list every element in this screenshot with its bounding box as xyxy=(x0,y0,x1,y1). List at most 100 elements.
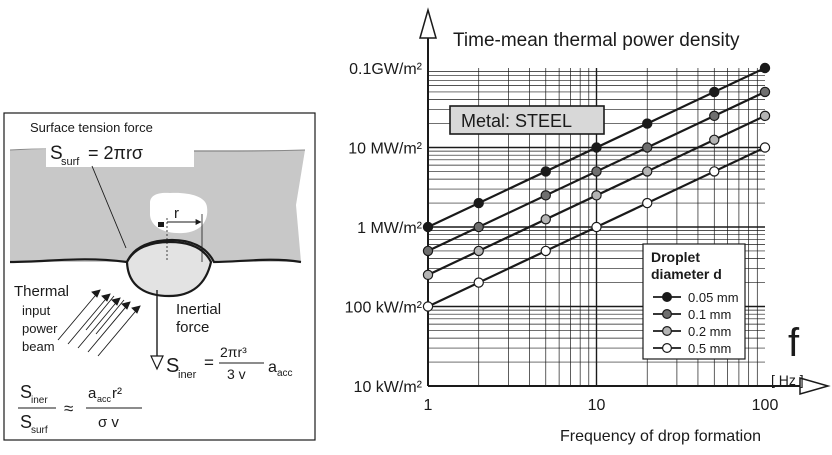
data-point xyxy=(422,301,434,312)
data-point xyxy=(759,110,771,122)
chart-tick-labels: 1 10 100 10 kW/m² 100 kW/m² 1 MW/m² 10 MW/m² 0.… xyxy=(345,61,779,414)
legend-title-line2: diameter d xyxy=(651,266,722,282)
data-point xyxy=(591,166,602,177)
beam-label-line2: input xyxy=(22,303,51,318)
ratio-num-sub: iner xyxy=(31,395,48,406)
legend-title-line1: Droplet xyxy=(651,249,700,265)
inertial-label-line1: Inertial xyxy=(176,301,221,318)
data-point xyxy=(591,221,602,233)
series-0-2-mm xyxy=(422,110,771,281)
data-point xyxy=(422,269,434,281)
ratio-rhs-den: σ v xyxy=(98,414,119,431)
legend: Droplet diameter d 0.05 mm 0.1 mm 0.2 mm 0.… xyxy=(642,243,746,360)
data-point xyxy=(473,197,484,209)
x-axis-symbol: f xyxy=(788,321,800,365)
iner-equation-factor-sub: acc xyxy=(277,368,293,379)
y-tick-label: 10 MW/m² xyxy=(348,141,422,158)
ratio-num: S xyxy=(20,382,32,402)
surf-equation-box xyxy=(46,137,194,167)
x-tick-label: 1 xyxy=(424,397,433,414)
data-point xyxy=(422,221,434,233)
drop-center-mark xyxy=(158,222,164,227)
data-point xyxy=(759,62,771,74)
iner-equation-lhs: S xyxy=(166,355,179,377)
data-point xyxy=(473,277,484,288)
ratio-den: S xyxy=(20,412,32,432)
data-point xyxy=(591,142,602,153)
ratio-rhs-num-sub: acc xyxy=(97,394,112,404)
data-point xyxy=(591,190,602,201)
iner-equation-factor: a xyxy=(268,359,277,376)
x-axis-label: Frequency of drop formation xyxy=(560,428,761,445)
legend-swatch-marker xyxy=(661,309,672,320)
surf-equation-lhs: S xyxy=(50,143,63,164)
chart-series xyxy=(422,62,771,312)
y-tick-label: 10 kW/m² xyxy=(354,379,423,396)
legend-label: 0.5 mm xyxy=(688,341,731,356)
ratio-rhs-num: a xyxy=(88,385,97,402)
data-point xyxy=(642,118,653,129)
iner-equation-den: 3 v xyxy=(227,366,246,382)
surf-equation-rhs: = 2πrσ xyxy=(88,143,143,163)
data-point xyxy=(473,245,484,257)
x-tick-label: 10 xyxy=(588,397,606,414)
data-point xyxy=(709,110,720,122)
series-0-05-mm xyxy=(422,62,771,233)
data-point xyxy=(540,245,551,257)
data-point xyxy=(422,245,434,257)
legend-label: 0.1 mm xyxy=(688,307,731,322)
surface-tension-pointer xyxy=(91,165,127,249)
chart-axes xyxy=(419,7,831,395)
data-point xyxy=(759,142,771,153)
x-axis-arrowhead xyxy=(799,377,831,395)
annotation-text: Metal: STEEL xyxy=(461,111,572,131)
data-point xyxy=(540,166,551,177)
annotation-box xyxy=(449,105,605,135)
legend-box xyxy=(642,243,746,360)
inertial-label-line2: force xyxy=(176,319,209,336)
data-point xyxy=(709,134,720,145)
data-point xyxy=(540,190,551,201)
y-tick-label: 100 kW/m² xyxy=(345,300,423,317)
data-point xyxy=(642,166,653,177)
thermal-beam-arrows xyxy=(57,289,141,357)
legend-label: 0.05 mm xyxy=(688,290,739,305)
droplet xyxy=(125,240,213,298)
series-0-5-mm xyxy=(422,142,771,312)
beam-label-line1: Thermal xyxy=(14,283,69,300)
y-tick-label: 0.1GW/m² xyxy=(349,61,423,78)
iner-equation-num: 2πr³ xyxy=(220,344,247,360)
ratio-rhs-num-tail: r² xyxy=(112,385,122,402)
ratio-den-sub: surf xyxy=(31,425,48,436)
surface-tension-label: Surface tension force xyxy=(30,120,153,135)
data-point xyxy=(709,166,720,177)
surf-equation-sub: surf xyxy=(61,156,80,168)
power-density-chart: 1 10 100 10 kW/m² 100 kW/m² 1 MW/m² 10 MW/m² 0.… xyxy=(345,7,831,445)
x-tick-label: 100 xyxy=(752,397,779,414)
chart-title: Time-mean thermal power density xyxy=(453,30,740,51)
legend-swatch-marker xyxy=(661,343,672,354)
beam-label-line4: beam xyxy=(22,339,55,354)
iner-equation-eq: = xyxy=(204,353,214,372)
inertial-force-arrowhead xyxy=(150,355,164,371)
legend-label: 0.2 mm xyxy=(688,324,731,339)
data-point xyxy=(540,214,551,225)
cavity xyxy=(150,192,208,234)
data-point xyxy=(759,86,771,98)
iner-equation-sub: iner xyxy=(178,369,197,381)
data-point xyxy=(642,197,653,209)
y-axis-arrowhead xyxy=(419,7,437,39)
data-point xyxy=(473,221,484,233)
radius-label: r xyxy=(174,205,179,222)
x-axis-unit: [ Hz ] xyxy=(771,372,804,388)
y-tick-label: 1 MW/m² xyxy=(357,220,423,237)
ratio-approx: ≈ xyxy=(64,399,73,418)
data-point xyxy=(709,86,720,98)
legend-swatch-marker xyxy=(661,292,672,303)
melt-surface-line xyxy=(9,238,302,264)
series-0-1-mm xyxy=(422,86,771,257)
droplet-diagram: r Surface tension force S surf = 2πrσ xyxy=(3,112,316,441)
data-point xyxy=(642,142,653,153)
